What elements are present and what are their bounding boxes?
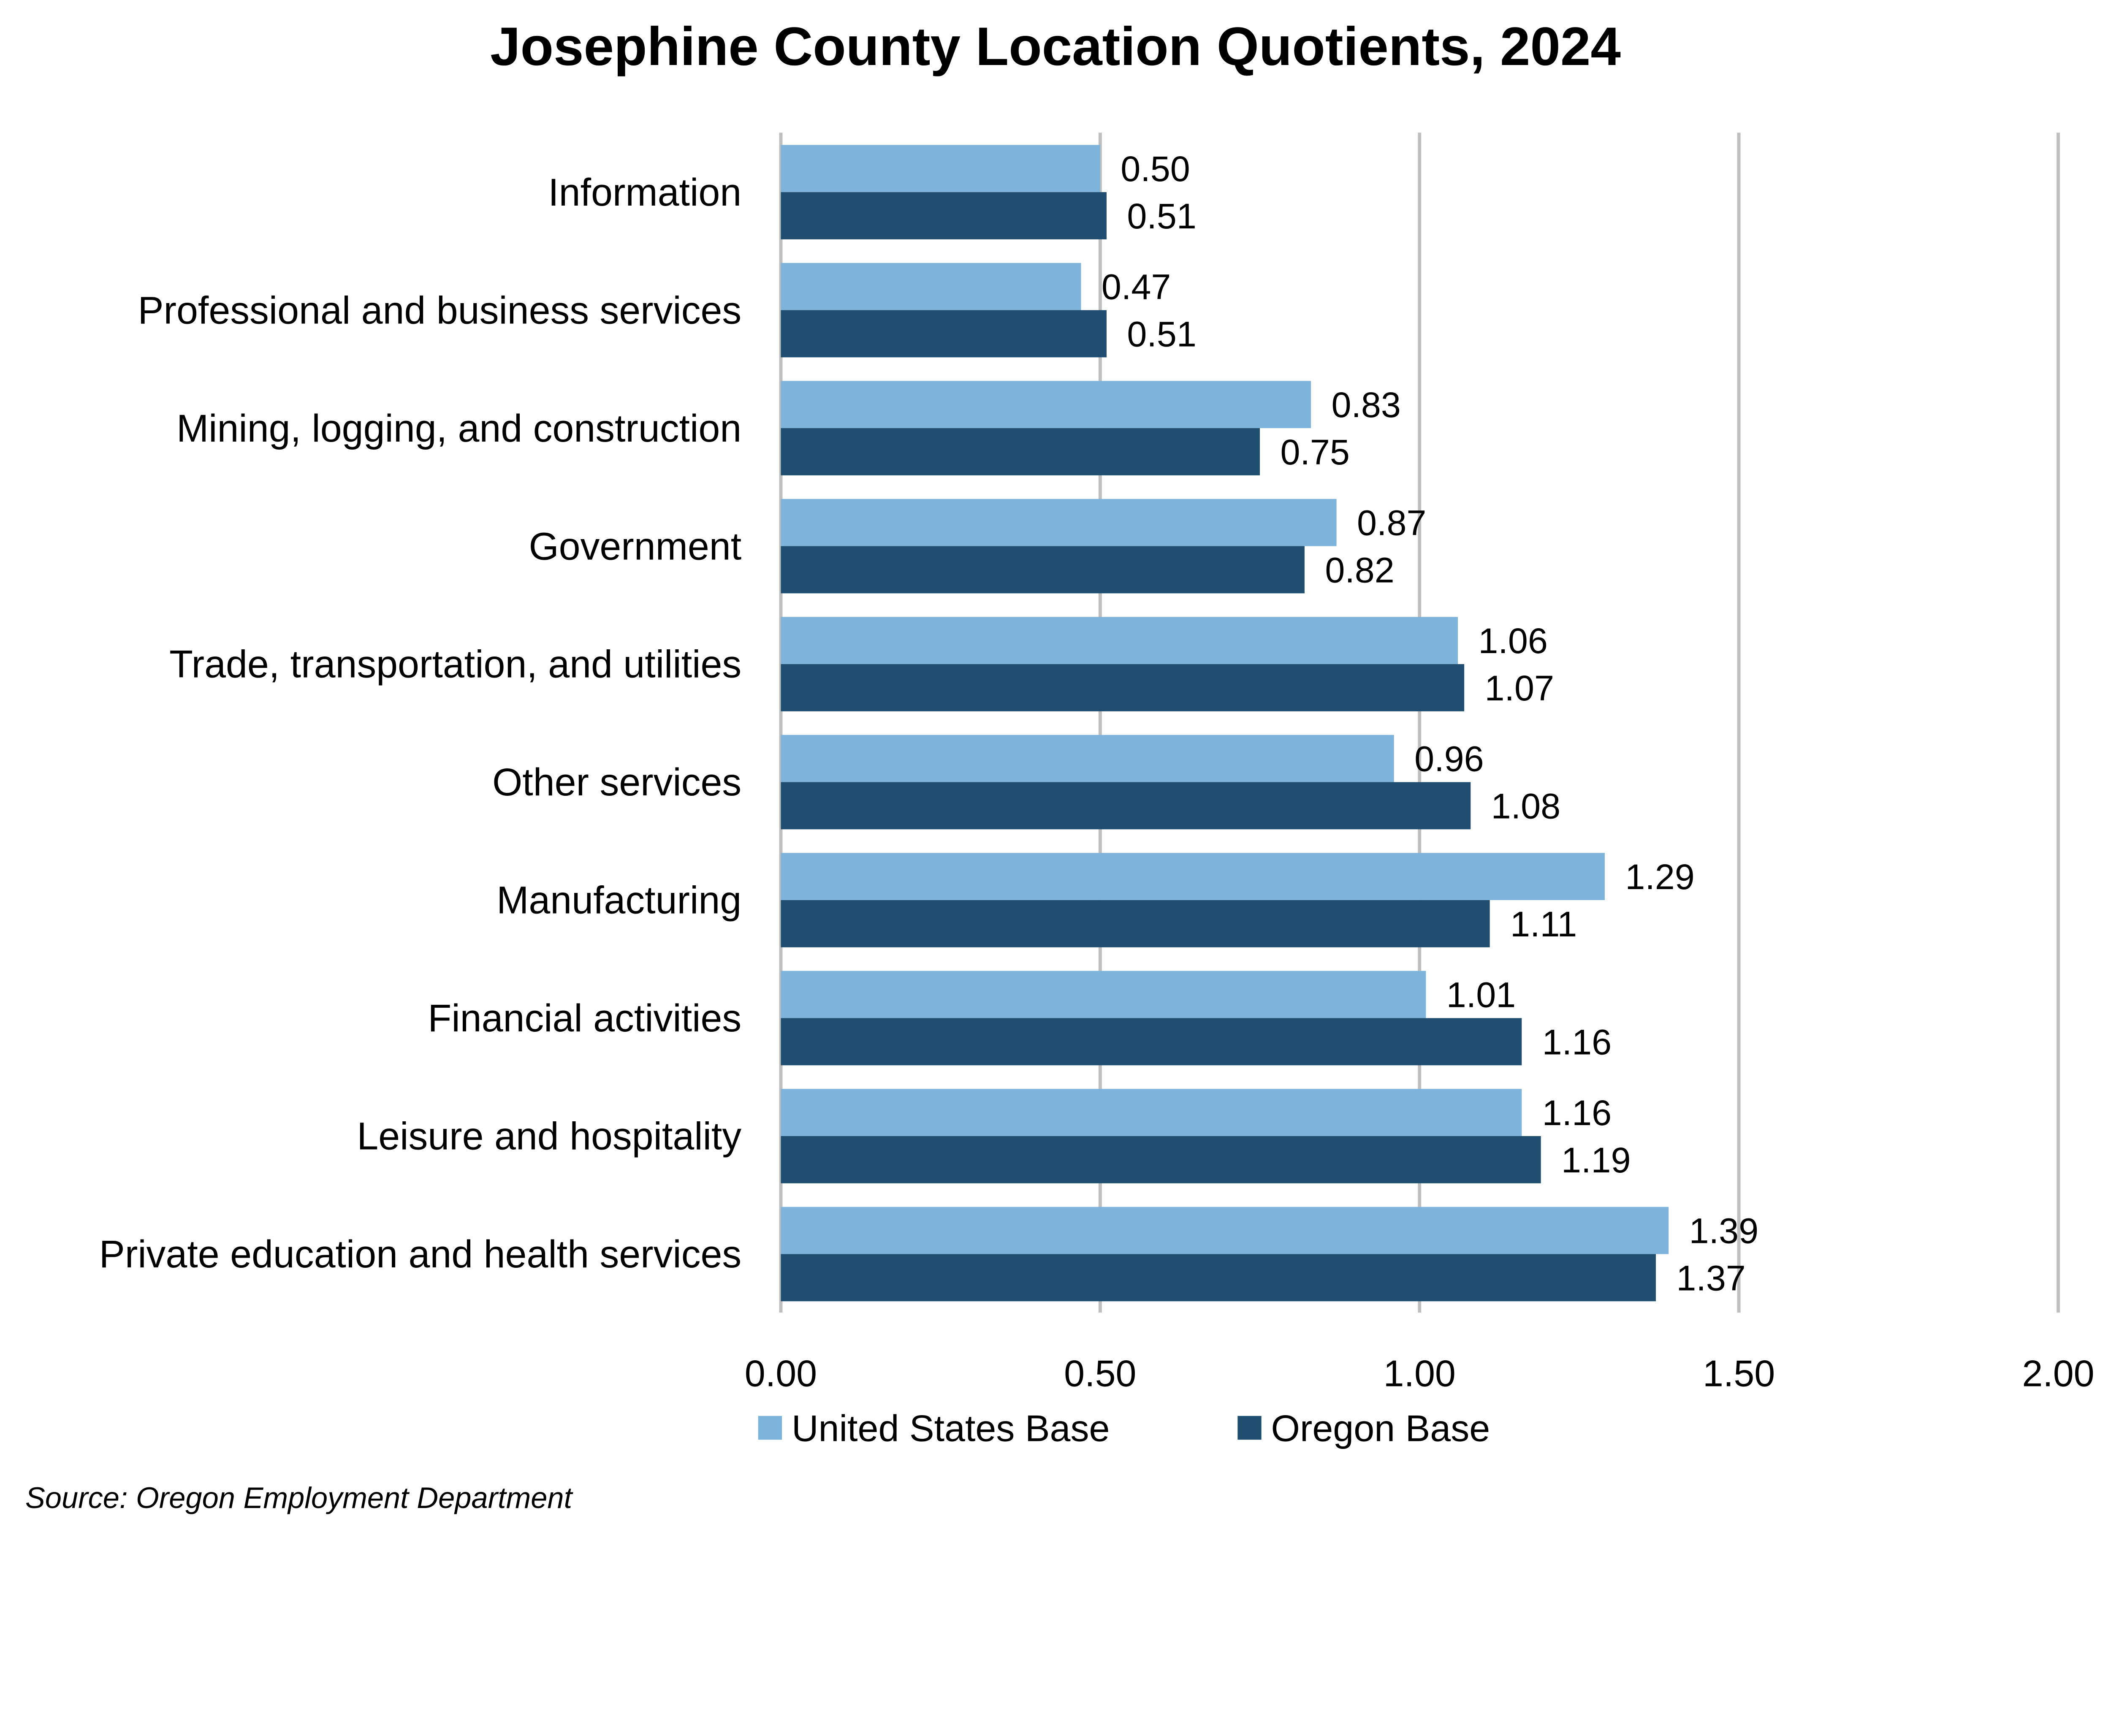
data-label: 1.19: [1561, 1140, 1631, 1180]
data-label: 0.75: [1280, 432, 1349, 472]
data-label: 1.39: [1689, 1211, 1758, 1251]
data-label: 0.82: [1325, 550, 1394, 590]
bar: [781, 1136, 1541, 1183]
legend-label: United States Base: [792, 1408, 1110, 1449]
bar: [781, 145, 1100, 193]
bar: [781, 381, 1311, 429]
category-label: Private education and health services: [99, 1233, 741, 1276]
data-label: 0.51: [1127, 314, 1196, 354]
bar-chart: Josephine County Location Quotients, 202…: [25, 16, 2095, 1514]
category-label: Manufacturing: [497, 879, 741, 922]
data-label: 1.01: [1446, 975, 1516, 1015]
bar: [781, 1207, 1669, 1254]
bar: [781, 428, 1260, 475]
category-label: Government: [529, 525, 741, 568]
bar: [781, 900, 1490, 947]
data-label: 0.83: [1331, 385, 1400, 425]
bar: [781, 617, 1458, 665]
data-label: 0.51: [1127, 196, 1196, 236]
data-label: 1.07: [1485, 668, 1554, 708]
bar: [781, 782, 1471, 830]
data-label: 1.06: [1478, 621, 1547, 661]
bar: [781, 1018, 1522, 1066]
data-label: 1.16: [1542, 1022, 1612, 1062]
data-label: 0.96: [1414, 739, 1484, 779]
data-label: 0.47: [1102, 267, 1171, 307]
legend: United States Base Oregon Base: [758, 1408, 1490, 1449]
category-label: Professional and business services: [138, 289, 742, 332]
bar: [781, 853, 1605, 901]
bar: [781, 735, 1394, 782]
bar: [781, 1254, 1656, 1302]
x-tick-label: 2.00: [2022, 1352, 2094, 1394]
data-label: 0.50: [1121, 149, 1190, 189]
x-tick-label: 1.00: [1384, 1352, 1456, 1394]
bar: [781, 310, 1107, 358]
category-labels: Information Professional and business ser…: [99, 171, 742, 1276]
bar: [781, 971, 1426, 1018]
chart-title: Josephine County Location Quotients, 202…: [490, 16, 1621, 77]
data-label: 1.37: [1676, 1258, 1745, 1298]
category-label: Leisure and hospitality: [357, 1115, 741, 1158]
data-label: 1.11: [1510, 904, 1577, 944]
x-tick-label: 1.50: [1703, 1352, 1775, 1394]
x-tick-labels: 0.00 0.50 1.00 1.50 2.00: [745, 1352, 2095, 1394]
category-label: Trade, transportation, and utilities: [169, 643, 741, 686]
bar: [781, 664, 1465, 711]
x-tick-label: 0.50: [1064, 1352, 1136, 1394]
x-tick-label: 0.00: [745, 1352, 817, 1394]
data-label: 0.87: [1357, 503, 1426, 543]
bar: [781, 546, 1305, 594]
bar: [781, 192, 1107, 239]
bars: 0.50 0.51 0.47 0.51 0.83 0.750.87 0.82 1.06 1.07…: [781, 145, 1758, 1302]
bar: [781, 1089, 1522, 1137]
bar: [781, 263, 1081, 310]
category-label: Financial activities: [428, 997, 741, 1040]
legend-swatch: [758, 1416, 782, 1440]
source-note: Source: Oregon Employment Department: [25, 1481, 573, 1514]
bar: [781, 499, 1337, 546]
category-label: Information: [548, 171, 741, 214]
data-label: 1.16: [1542, 1093, 1612, 1133]
data-label: 1.29: [1625, 857, 1694, 897]
legend-label: Oregon Base: [1271, 1408, 1490, 1449]
data-label: 1.08: [1491, 786, 1560, 826]
legend-swatch: [1237, 1416, 1262, 1440]
category-label: Mining, logging, and construction: [176, 407, 741, 450]
category-label: Other services: [492, 761, 741, 804]
